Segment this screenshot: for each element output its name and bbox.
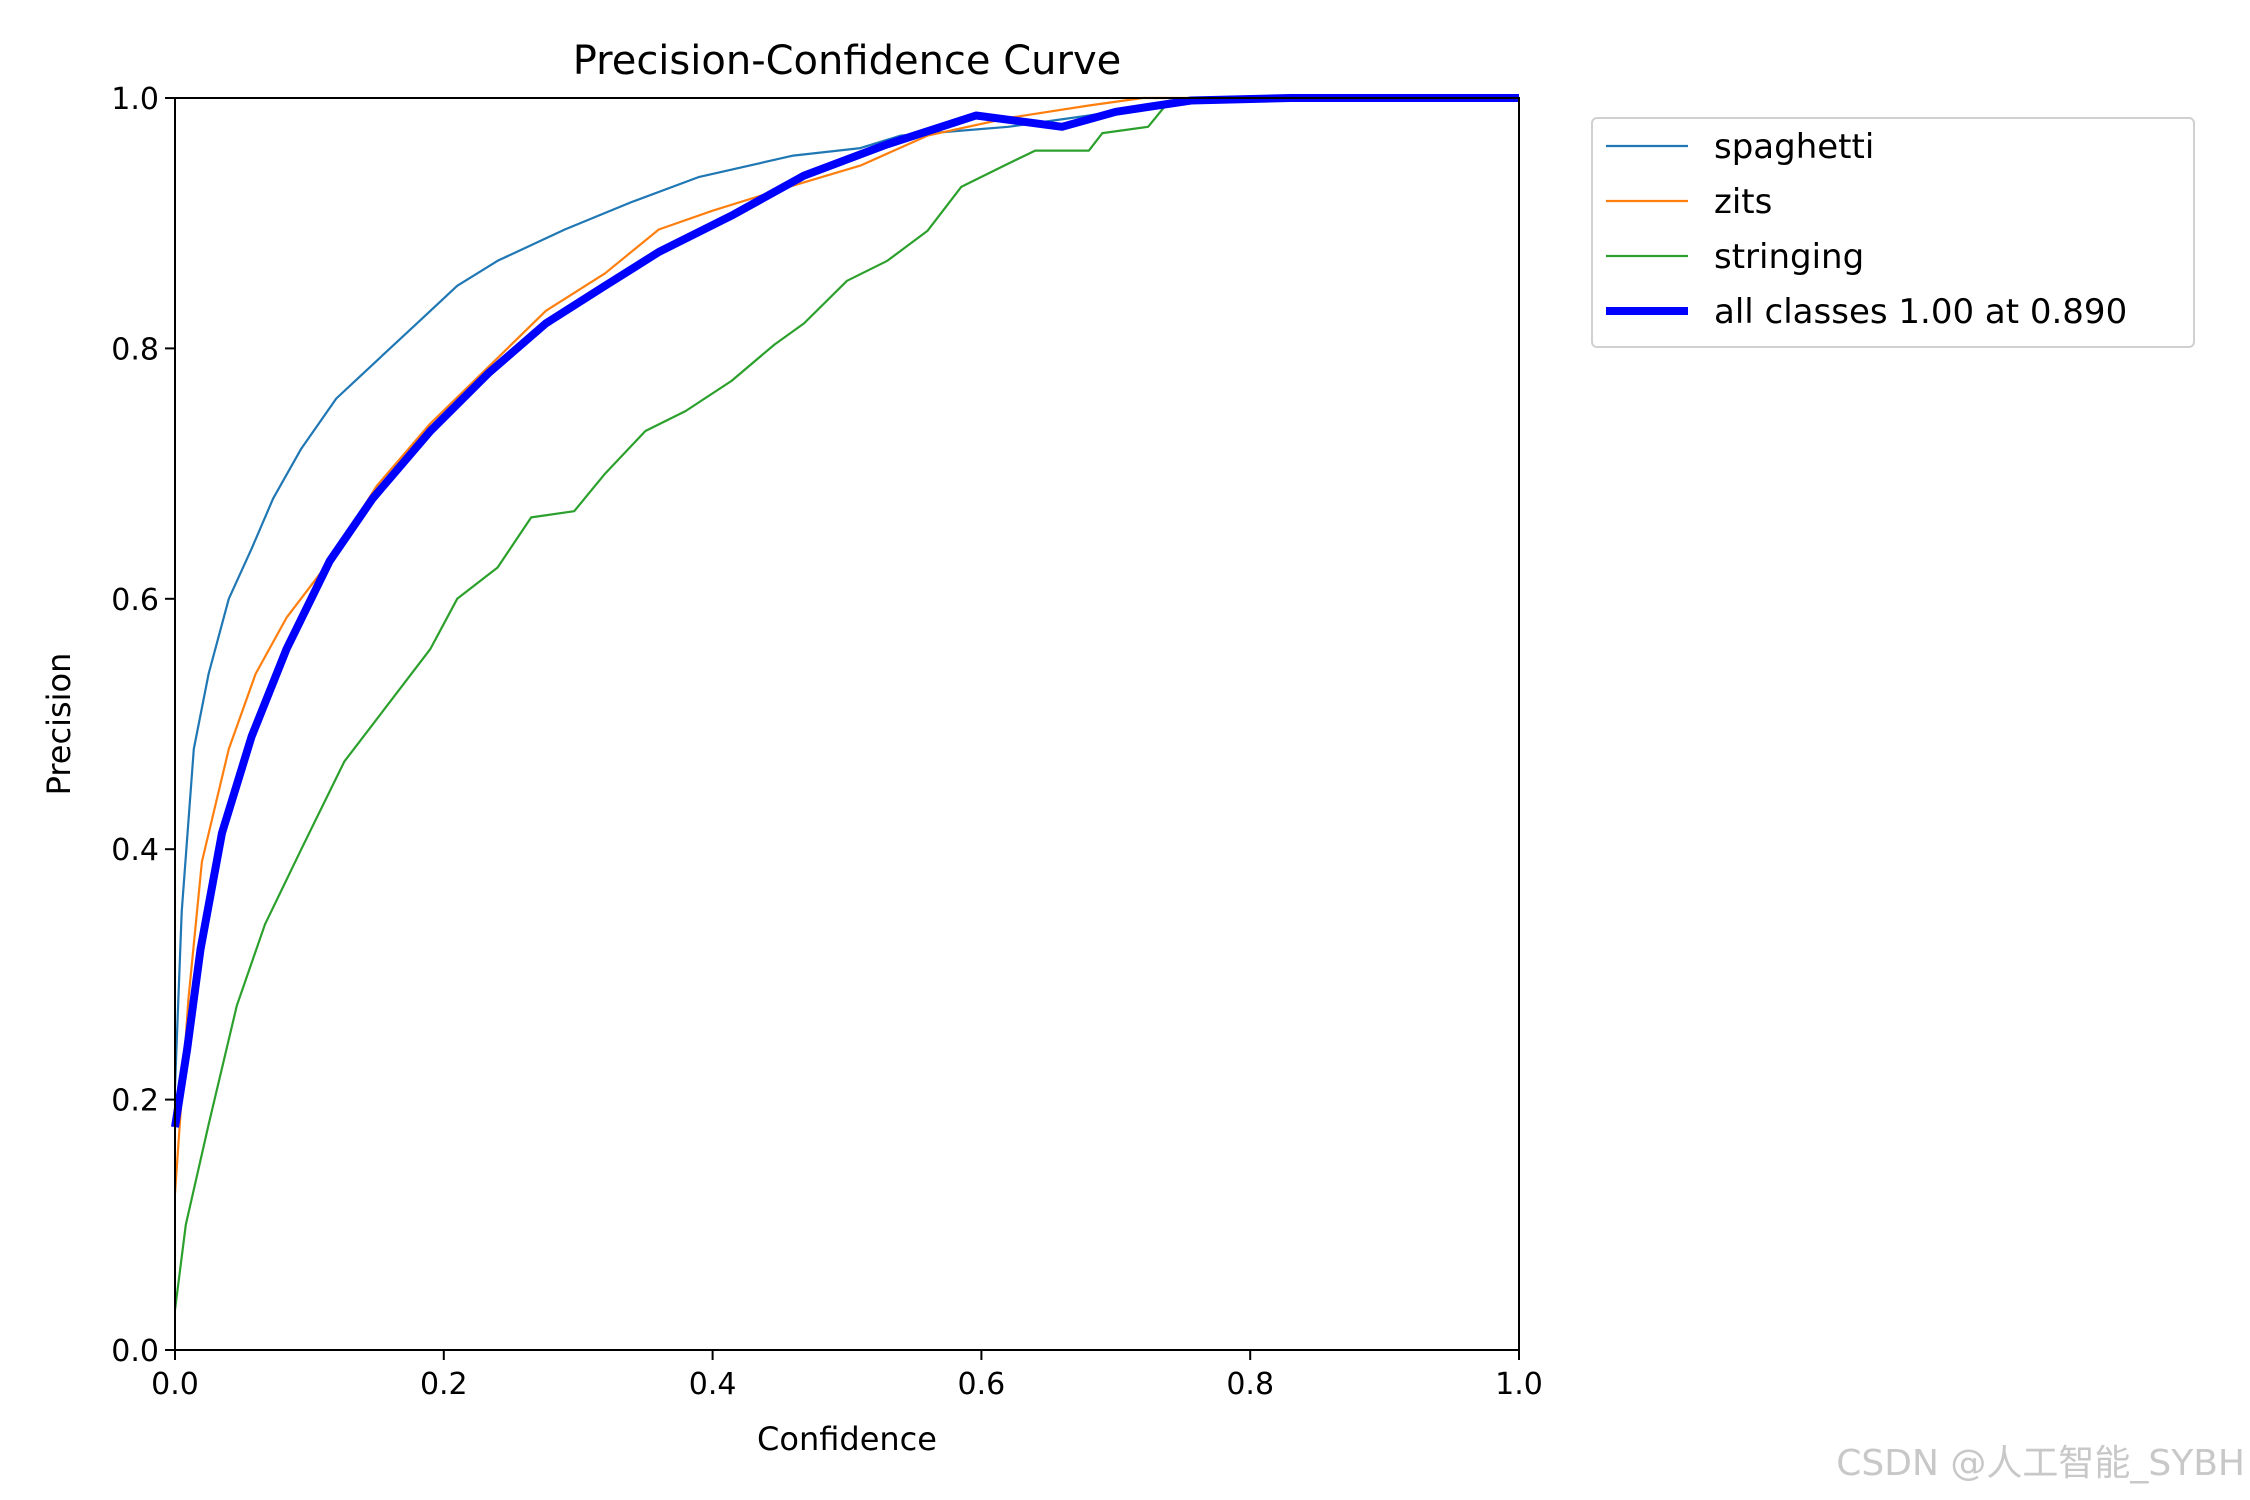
legend-label: zits — [1714, 182, 1772, 222]
x-tick-label: 0.6 — [958, 1367, 1006, 1402]
plot-frame — [174, 97, 1520, 1351]
series-line-all — [171, 94, 1519, 1128]
series-layer — [171, 94, 1520, 1311]
x-axis-label: Confidence — [757, 1420, 937, 1458]
chart-title: Precision-Confidence Curve — [573, 38, 1122, 84]
legend-item: stringing — [1606, 237, 1864, 277]
legend-item: zits — [1606, 182, 1772, 222]
x-axis: 0.0 0.2 0.4 0.6 0.8 1.0 — [151, 1350, 1543, 1402]
y-tick-label: 0.8 — [111, 332, 159, 367]
x-tick-label: 0.8 — [1226, 1367, 1274, 1402]
x-tick-label: 0.4 — [689, 1367, 737, 1402]
legend-label: spaghetti — [1714, 127, 1874, 167]
series-line-stringing — [173, 96, 1520, 1311]
x-tick-label: 0.2 — [420, 1367, 468, 1402]
y-axis: 0.0 0.2 0.4 0.6 0.8 1.0 — [111, 82, 175, 1369]
y-tick-label: 0.4 — [111, 833, 159, 868]
y-tick-label: 0.2 — [111, 1084, 159, 1119]
watermark: CSDN @人工智能_SYBH — [1836, 1443, 2245, 1484]
x-tick-label: 0.0 — [151, 1367, 199, 1402]
y-tick-label: 1.0 — [111, 82, 159, 117]
legend-frame — [1591, 117, 2195, 348]
legend-item: all classes 1.00 at 0.890 — [1606, 292, 2127, 332]
x-tick-label: 1.0 — [1495, 1367, 1543, 1402]
y-tick-label: 0.0 — [111, 1334, 159, 1369]
series-line-zits — [173, 96, 1519, 1194]
y-axis-label: Precision — [40, 653, 78, 796]
series-line-spaghetti — [173, 96, 1520, 1088]
legend: spaghetti zits stringing all classes 1.00 a… — [1591, 117, 2195, 348]
legend-label: all classes 1.00 at 0.890 — [1714, 292, 2127, 332]
y-tick-label: 0.6 — [111, 583, 159, 618]
legend-label: stringing — [1714, 237, 1864, 277]
legend-item: spaghetti — [1606, 127, 1874, 167]
